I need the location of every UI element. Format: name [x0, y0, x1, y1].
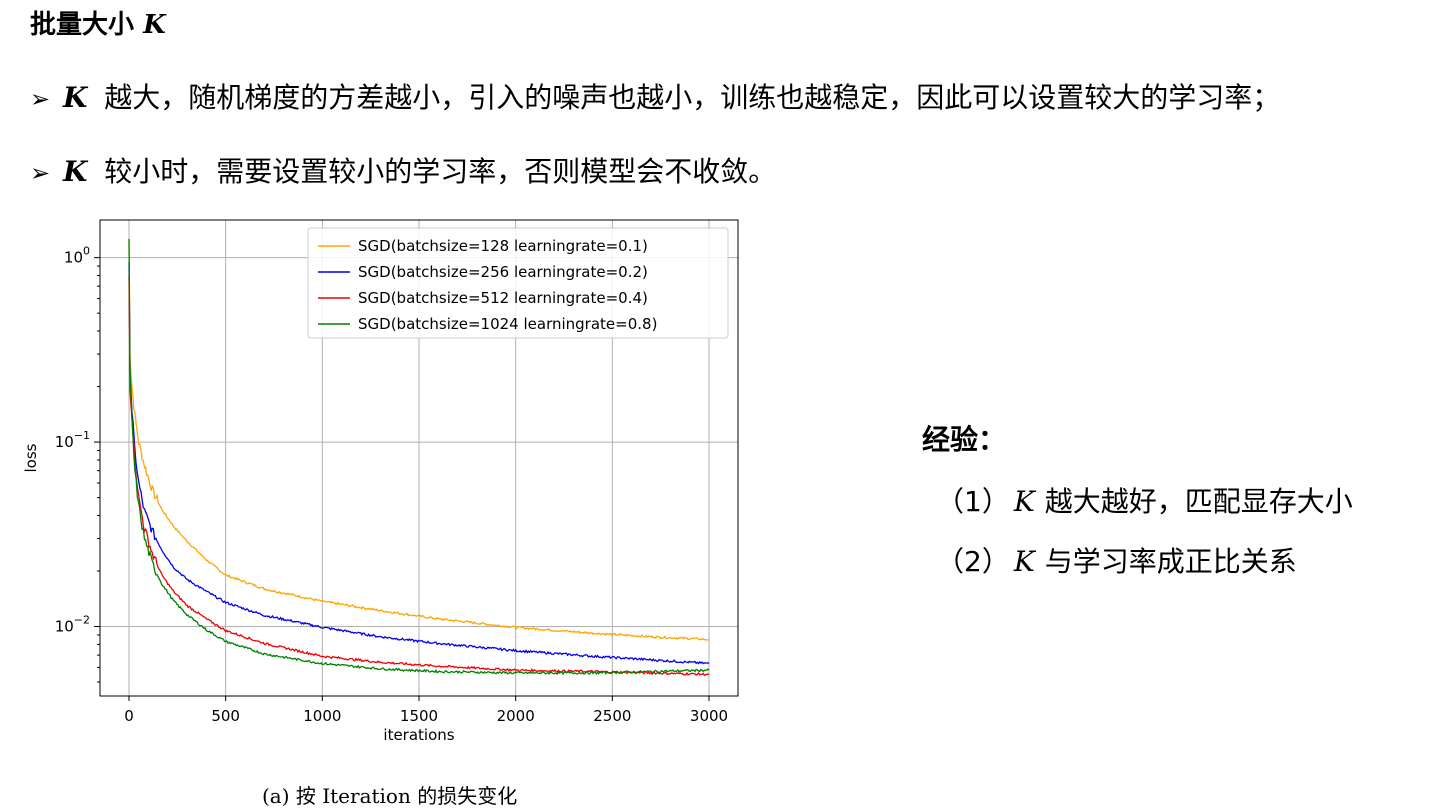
y-tick-label: 100 [64, 245, 90, 267]
bullet-1-text: 越大，随机梯度的方差越小，引入的噪声也越小，训练也越稳定，因此可以设置较大的学习… [104, 81, 1281, 114]
experience-item-1-symbol: K [1013, 485, 1035, 518]
experience-item-2-symbol: K [1013, 545, 1035, 578]
slide-title-text: 批量大小 [30, 10, 135, 40]
legend-entry-2: SGD(batchsize=256 learningrate=0.2) [358, 263, 648, 281]
series-line-1 [128, 239, 710, 641]
bullet-1: ➢ K 越大，随机梯度的方差越小，引入的噪声也越小，训练也越稳定，因此可以设置较… [30, 76, 1280, 116]
arrow-bullet-icon: ➢ [30, 85, 51, 113]
experience-item-2-text: 与学习率成正比关系 [1044, 545, 1297, 578]
bullet-2: ➢ K 较小时，需要设置较小的学习率，否则模型会不收敛。 [30, 150, 776, 190]
x-tick-label: 1000 [303, 707, 341, 725]
y-tick-label: 10−2 [55, 614, 90, 636]
experience-item-1: （1） K 越大越好，匹配显存大小 [936, 480, 1353, 520]
legend-entry-1: SGD(batchsize=128 learningrate=0.1) [358, 237, 648, 255]
bullet-1-symbol: K [63, 81, 88, 114]
legend-entry-4: SGD(batchsize=1024 learningrate=0.8) [358, 315, 657, 333]
y-tick-label: 10−1 [55, 429, 90, 451]
series-line-2 [128, 262, 710, 665]
legend-box [307, 227, 729, 339]
x-axis-label: iterations [383, 726, 454, 744]
x-tick-label: 500 [211, 707, 240, 725]
bullet-2-text: 较小时，需要设置较小的学习率，否则模型会不收敛。 [104, 155, 777, 188]
experience-title: 经验： [922, 423, 1007, 456]
x-tick-label: 1500 [400, 707, 438, 725]
series-line-4 [128, 238, 710, 676]
x-tick-label: 2000 [497, 707, 535, 725]
bullet-2-symbol: K [63, 155, 88, 188]
x-tick-label: 3000 [690, 707, 728, 725]
y-axis-label: loss [22, 443, 40, 472]
slide-title: 批量大小 K [30, 4, 166, 41]
experience-item-2: （2） K 与学习率成正比关系 [936, 540, 1297, 580]
x-tick-label: 2500 [593, 707, 631, 725]
experience-item-2-prefix: （2） [936, 545, 1010, 578]
x-tick-label: 0 [124, 707, 134, 725]
legend-entry-3: SGD(batchsize=512 learningrate=0.4) [358, 289, 648, 307]
loss-chart: 0 500 1000 1500 2000 2500 3000 100 10−1 10−2 itera… [22, 219, 739, 744]
slide-title-symbol: K [143, 10, 166, 40]
experience-item-1-text: 越大越好，匹配显存大小 [1044, 485, 1353, 518]
figure-caption: (a) 按 Iteration 的损失变化 [262, 784, 518, 808]
arrow-bullet-icon: ➢ [30, 159, 51, 187]
experience-item-1-prefix: （1） [936, 485, 1010, 518]
